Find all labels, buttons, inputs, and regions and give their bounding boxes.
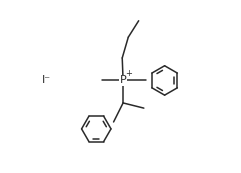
- Text: +: +: [125, 69, 132, 78]
- Text: I⁻: I⁻: [41, 75, 51, 85]
- Text: P: P: [120, 75, 127, 85]
